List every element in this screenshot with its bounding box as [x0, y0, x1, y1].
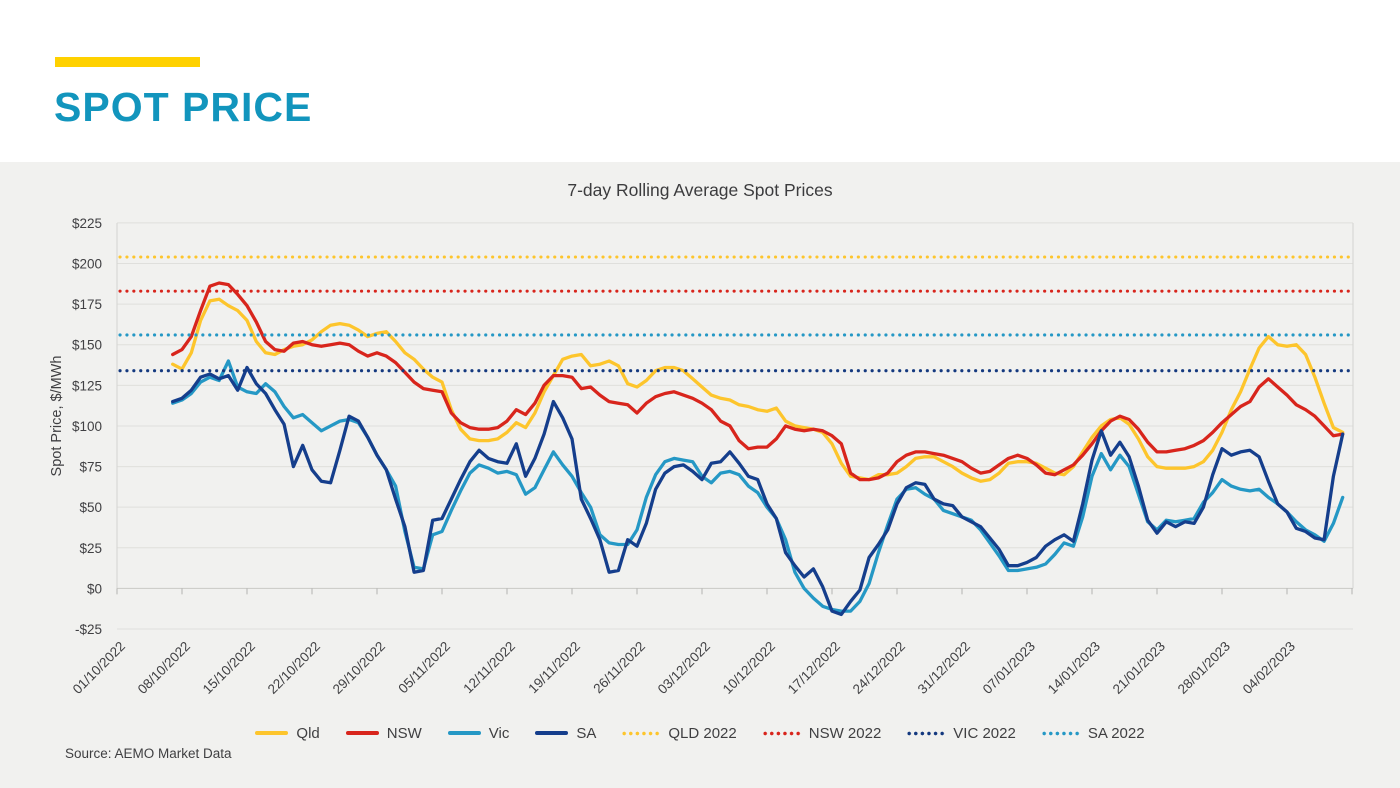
legend-item-vic: Vic — [447, 724, 510, 742]
x-tick-label: 05/11/2022 — [395, 639, 453, 697]
y-tick-label: $125 — [72, 378, 102, 393]
legend-swatch-vic-2022 — [907, 730, 946, 736]
y-tick-label: -$25 — [75, 622, 102, 637]
legend-item-sa-2022: SA 2022 — [1041, 724, 1145, 742]
chart-title: 7-day Rolling Average Spot Prices — [567, 180, 833, 200]
legend-label-nsw-2022: NSW 2022 — [808, 724, 882, 742]
y-tick-label: $225 — [72, 216, 102, 231]
chart-legend: Qld NSW Vic SA QLD 2022 NSW 2022 VIC 2022 SA 20… — [0, 722, 1400, 744]
x-tick-label: 10/12/2022 — [720, 639, 778, 697]
x-tick-label: 07/01/2023 — [980, 639, 1038, 697]
legend-item-nsw: NSW — [345, 724, 422, 742]
legend-item-sa: SA — [535, 725, 596, 742]
series-line-sa — [171, 365, 1345, 617]
x-tick-label: 15/10/2022 — [200, 639, 258, 697]
x-tick-label: 03/12/2022 — [655, 639, 713, 697]
x-tick-label: 31/12/2022 — [915, 639, 973, 697]
series-line-qld — [171, 297, 1345, 483]
legend-swatch-qld-2022 — [622, 730, 661, 736]
source-note: Source: AEMO Market Data — [65, 746, 232, 761]
x-tick-label: 01/10/2022 — [70, 639, 128, 697]
page-header: SPOT PRICE — [0, 0, 1400, 162]
legend-label-vic: Vic — [488, 724, 510, 742]
x-tick-label: 14/01/2023 — [1045, 639, 1103, 697]
x-tick-label: 19/11/2022 — [525, 639, 583, 697]
x-tick-label: 04/02/2023 — [1240, 639, 1298, 697]
x-tick-label: 12/11/2022 — [460, 639, 518, 697]
x-tick-label: 22/10/2022 — [265, 639, 323, 697]
x-tick-label: 28/01/2023 — [1175, 639, 1233, 697]
x-tick-label: 21/01/2023 — [1110, 639, 1168, 697]
y-tick-label: $100 — [72, 419, 102, 434]
legend-label-vic-2022: VIC 2022 — [953, 724, 1016, 742]
legend-label-qld: Qld — [296, 724, 320, 742]
x-tick-label: 17/12/2022 — [785, 639, 843, 697]
y-tick-label: $200 — [72, 257, 102, 272]
legend-label-sa: SA — [576, 724, 597, 742]
legend-item-nsw-2022: NSW 2022 — [762, 724, 882, 742]
legend-item-qld-2022: QLD 2022 — [622, 724, 737, 742]
legend-swatch-qld — [255, 731, 289, 735]
x-tick-label: 08/10/2022 — [135, 639, 193, 697]
x-tick-label: 24/12/2022 — [850, 639, 908, 697]
legend-swatch-vic — [447, 731, 481, 735]
x-tick-label: 26/11/2022 — [590, 639, 648, 697]
y-tick-label: $175 — [72, 297, 102, 312]
legend-swatch-sa-2022 — [1041, 730, 1080, 736]
legend-swatch-nsw-2022 — [762, 730, 801, 736]
legend-label-qld-2022: QLD 2022 — [668, 724, 737, 742]
y-tick-label: $25 — [79, 541, 102, 556]
page-title: SPOT PRICE — [54, 84, 313, 130]
legend-swatch-sa — [535, 731, 569, 735]
title-accent-bar — [55, 57, 200, 67]
legend-label-nsw: NSW — [386, 724, 422, 742]
series-line-vic — [171, 359, 1345, 613]
x-tick-label: 29/10/2022 — [330, 639, 388, 697]
series-line-nsw — [171, 281, 1345, 482]
legend-swatch-nsw — [345, 731, 379, 735]
y-tick-label: $75 — [79, 460, 102, 475]
y-tick-label: $150 — [72, 338, 102, 353]
y-tick-label: $0 — [87, 581, 102, 596]
legend-item-qld: Qld — [255, 724, 320, 742]
legend-item-vic-2022: VIC 2022 — [907, 725, 1016, 742]
legend-label-sa-2022: SA 2022 — [1087, 724, 1145, 742]
y-tick-label: $50 — [79, 500, 102, 515]
